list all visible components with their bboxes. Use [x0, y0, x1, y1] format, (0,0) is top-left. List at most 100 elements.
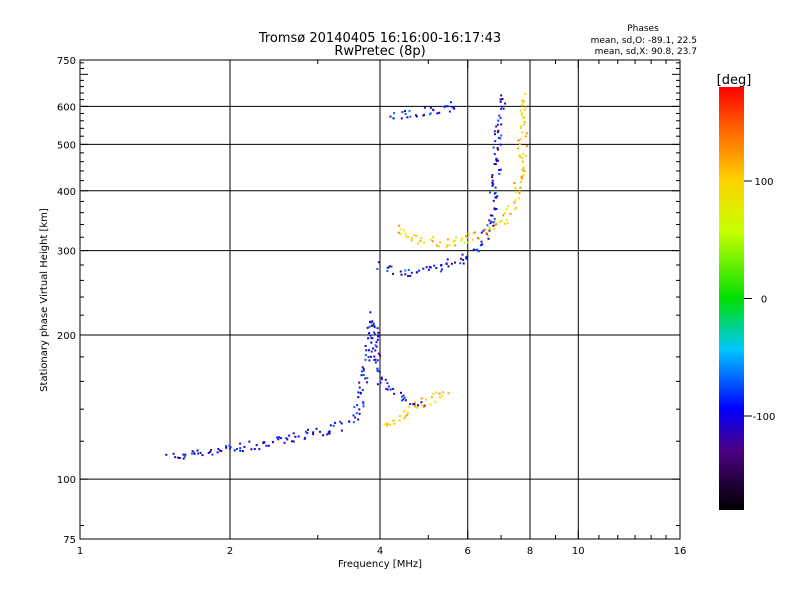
data-point	[184, 453, 187, 456]
data-point	[476, 248, 479, 251]
data-point	[405, 235, 408, 238]
data-point	[358, 381, 361, 384]
data-point	[400, 273, 403, 276]
data-point	[423, 106, 426, 109]
data-point	[392, 419, 395, 422]
data-point	[369, 311, 372, 314]
data-point	[474, 249, 477, 251]
data-point	[509, 212, 512, 215]
data-point	[408, 109, 411, 112]
data-point	[172, 452, 175, 455]
y-axis-ticks: 75 100 200 300 400 500 600 750	[57, 56, 680, 546]
y-tick-label: 200	[57, 331, 76, 342]
data-point	[359, 391, 362, 394]
data-point	[306, 432, 309, 435]
data-point	[451, 106, 454, 109]
data-point	[493, 227, 496, 230]
data-point	[409, 274, 412, 277]
data-point	[304, 436, 307, 439]
data-point	[374, 333, 376, 336]
data-point	[380, 376, 383, 379]
y-axis-label: Stationary phase Virtual Height [km]	[39, 208, 50, 392]
data-point	[513, 201, 516, 204]
data-point	[521, 99, 523, 102]
y-tick-label: 75	[63, 535, 76, 546]
data-point	[492, 224, 495, 227]
data-point	[404, 273, 407, 276]
data-point	[445, 263, 448, 265]
data-point	[292, 432, 295, 435]
data-point	[499, 98, 502, 101]
data-point	[498, 136, 501, 139]
data-point	[177, 456, 180, 459]
data-point	[362, 374, 365, 376]
data-point	[210, 449, 212, 452]
data-point	[413, 234, 416, 237]
data-point	[183, 455, 186, 458]
data-point	[380, 378, 383, 381]
data-point	[518, 143, 521, 145]
data-point	[417, 242, 420, 245]
data-point	[495, 125, 498, 128]
y-tick-label: 300	[57, 247, 76, 258]
data-point	[385, 424, 388, 427]
data-point	[402, 398, 405, 401]
x-tick-label: 10	[572, 546, 585, 557]
x-tick-label: 16	[674, 546, 687, 557]
data-point	[514, 199, 517, 202]
data-point	[425, 266, 428, 269]
data-point	[453, 239, 456, 242]
data-point	[233, 449, 236, 452]
data-point	[402, 229, 405, 232]
data-point	[377, 352, 380, 355]
data-point	[393, 112, 396, 115]
data-point	[398, 419, 401, 422]
data-point	[243, 445, 246, 448]
data-point	[406, 413, 409, 416]
data-point	[429, 106, 432, 109]
data-point	[377, 261, 380, 264]
data-point	[420, 401, 423, 404]
data-point	[522, 174, 525, 176]
data-point	[357, 396, 360, 399]
data-point	[399, 228, 402, 231]
data-point	[368, 325, 371, 328]
data-point	[362, 369, 365, 372]
data-point	[312, 433, 315, 436]
data-point	[524, 93, 527, 96]
data-point	[386, 270, 389, 272]
data-point	[398, 224, 401, 227]
data-point	[517, 139, 520, 142]
data-point	[403, 417, 406, 420]
data-point	[523, 108, 526, 111]
data-point	[494, 220, 497, 223]
data-point	[292, 440, 295, 443]
data-point	[428, 113, 431, 116]
data-point	[496, 195, 499, 198]
y-tick-label: 500	[57, 140, 76, 151]
data-point	[467, 241, 469, 244]
data-point	[438, 392, 441, 395]
data-point	[390, 265, 393, 268]
data-point	[253, 448, 256, 450]
data-point	[393, 422, 396, 425]
data-point	[493, 163, 496, 166]
data-point	[358, 412, 361, 415]
data-point	[461, 253, 464, 256]
data-point	[525, 145, 528, 148]
data-point	[459, 262, 462, 265]
data-point	[422, 114, 425, 117]
data-point	[448, 244, 451, 247]
data-point	[262, 441, 265, 444]
data-point	[447, 392, 450, 395]
data-point	[462, 262, 465, 265]
data-point	[407, 412, 409, 415]
data-point	[463, 241, 466, 244]
data-point	[250, 448, 253, 451]
data-point	[178, 457, 181, 459]
data-point	[519, 127, 522, 130]
data-point	[515, 191, 517, 193]
data-point	[364, 377, 367, 380]
data-point	[484, 228, 487, 231]
data-point	[278, 436, 280, 439]
